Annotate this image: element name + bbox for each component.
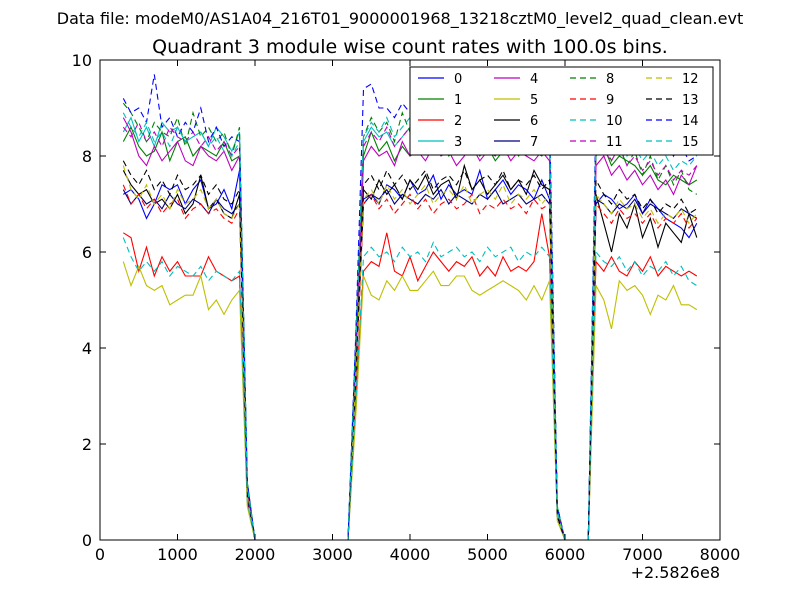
series-line-4 [122, 117, 698, 541]
legend-label-1: 1 [454, 93, 462, 108]
legend-label-9: 9 [606, 93, 614, 108]
x-tick-label: 7000 [622, 545, 663, 564]
x-offset-label: +2.5826e8 [631, 563, 720, 582]
series-line-13 [122, 160, 698, 541]
legend-label-15: 15 [682, 135, 699, 150]
x-tick-label: 8000 [700, 545, 741, 564]
series-line-9 [122, 184, 698, 541]
x-tick-label: 3000 [312, 545, 353, 564]
y-tick-label: 6 [82, 243, 92, 262]
legend-label-3: 3 [454, 135, 462, 150]
legend-label-14: 14 [682, 114, 699, 129]
series-line-7 [122, 188, 698, 541]
legend-label-2: 2 [454, 114, 462, 129]
series-line-15 [122, 112, 698, 541]
y-tick-label: 8 [82, 147, 92, 166]
x-tick-label: 6000 [545, 545, 586, 564]
y-tick-label: 10 [72, 51, 92, 70]
y-tick-label: 4 [82, 339, 92, 358]
legend-label-5: 5 [530, 93, 538, 108]
legend-label-7: 7 [530, 135, 538, 150]
x-tick-label: 2000 [235, 545, 276, 564]
legend-label-13: 13 [682, 93, 699, 108]
x-tick-label: 1000 [157, 545, 198, 564]
x-tick-label: 5000 [467, 545, 508, 564]
legend-label-6: 6 [530, 114, 538, 129]
legend-label-11: 11 [606, 135, 623, 150]
y-tick-label: 2 [82, 435, 92, 454]
figure-suptitle: Data file: modeM0/AS1A04_216T01_90000019… [57, 9, 743, 29]
series-line-10 [122, 237, 698, 541]
chart-title: Quadrant 3 module wise count rates with … [152, 36, 668, 58]
x-tick-label: 0 [95, 545, 105, 564]
legend-box [409, 66, 714, 156]
series-line-5 [122, 261, 698, 541]
series-line-12 [122, 165, 698, 541]
legend-label-8: 8 [606, 72, 614, 87]
legend-label-4: 4 [530, 72, 538, 87]
legend-label-12: 12 [682, 72, 699, 87]
legend-label-10: 10 [606, 114, 623, 129]
legend-label-0: 0 [454, 72, 462, 87]
x-tick-label: 4000 [390, 545, 431, 564]
y-tick-label: 0 [82, 531, 92, 550]
